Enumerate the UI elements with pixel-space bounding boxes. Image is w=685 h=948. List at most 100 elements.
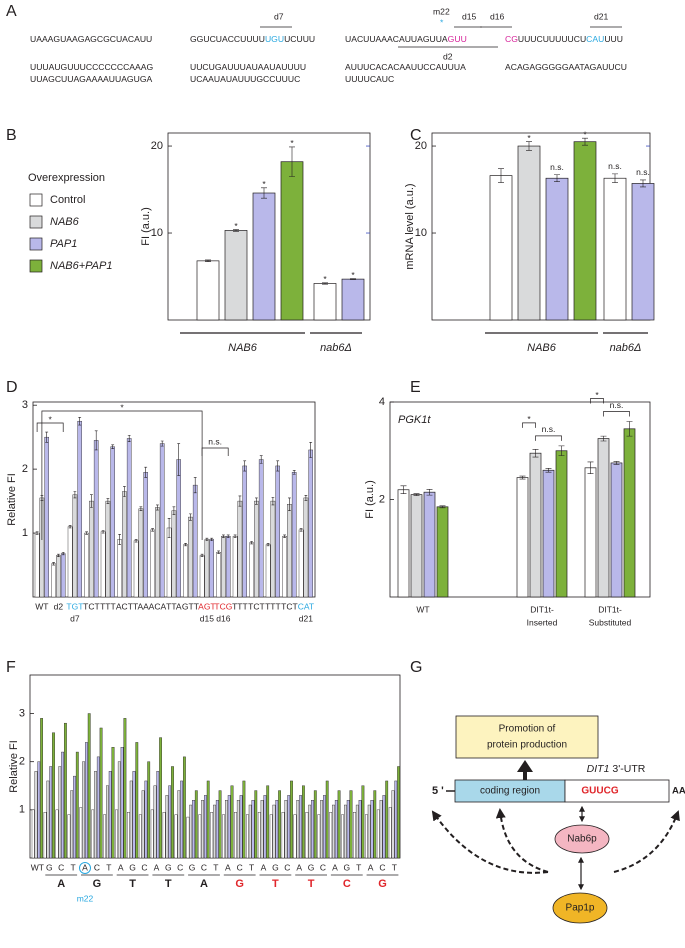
bar — [58, 766, 62, 859]
bar — [436, 506, 449, 598]
bar — [67, 526, 73, 598]
error-bar — [299, 528, 303, 532]
x-tick-label: C — [201, 862, 207, 872]
x-tick-label: ACT — [116, 601, 133, 611]
bar — [49, 766, 53, 859]
error-bar — [226, 534, 230, 538]
x-tick-label: G — [308, 862, 315, 872]
sequence-segment: UACUUAAACAUUAGUUA — [345, 34, 448, 44]
bar — [623, 428, 636, 598]
sequence-annotation: d2 — [443, 51, 453, 61]
y-tick-label: 2 — [379, 493, 385, 505]
panel-label: A — [6, 3, 17, 20]
sequence-annotation: d16 — [490, 11, 505, 21]
bar — [275, 800, 279, 859]
x-tick-label: G — [46, 862, 53, 872]
bar — [70, 790, 74, 859]
y-tick-label: 3 — [22, 399, 28, 411]
comparison-bracket — [41, 410, 203, 540]
error-bar — [292, 470, 296, 475]
sequence-block: UUCUGAUUUAUAAUAUUUU — [190, 62, 306, 72]
error-bar — [85, 531, 88, 535]
bar — [138, 814, 142, 859]
bar — [284, 800, 288, 859]
effect-arrow — [431, 810, 549, 874]
x-tick-label: TTA — [166, 601, 182, 611]
bar — [296, 800, 300, 859]
bar — [272, 804, 276, 859]
bar — [99, 727, 103, 859]
bar — [257, 812, 261, 859]
bar — [150, 809, 154, 859]
error-bar — [123, 486, 126, 497]
codon-label: G — [235, 878, 244, 890]
codon-label: G — [378, 878, 387, 890]
error-bar — [184, 542, 187, 547]
bar — [281, 812, 285, 859]
error-bar — [261, 187, 267, 199]
bar — [334, 800, 338, 859]
bar — [260, 800, 264, 859]
sequence-annotation: d21 — [594, 11, 609, 21]
sequence-segment: UUUUCAUC — [345, 74, 394, 84]
bar — [96, 756, 100, 859]
error-bar — [350, 278, 356, 280]
y-tick-label: 20 — [151, 140, 163, 152]
x-tick-label: T — [356, 862, 361, 872]
y-axis-label: FI (a.u.) — [140, 207, 152, 246]
panel-label: G — [410, 659, 422, 676]
bar — [573, 141, 597, 321]
x-tick-label: Inserted — [527, 617, 558, 627]
x-tick-label: G — [189, 862, 196, 872]
error-bar — [134, 539, 138, 543]
utr-gene: DIT1 — [587, 763, 610, 775]
sequence-segment: ACAGAGGGGGAATAGAUUCU — [505, 62, 627, 72]
x-tick-label: AGT — [198, 601, 215, 611]
x-tick-label: C — [237, 862, 243, 872]
bar — [201, 800, 204, 859]
bar — [72, 494, 78, 598]
bar — [111, 747, 115, 859]
x-tick-label: C — [141, 862, 147, 872]
bar — [204, 539, 210, 598]
bar — [120, 747, 124, 859]
bar — [115, 809, 118, 859]
comparison-label: n.s. — [542, 424, 556, 434]
bar — [365, 814, 368, 859]
bar — [344, 804, 347, 859]
sequence-annotation: * — [440, 17, 444, 27]
sequence-annotation: m22 — [433, 6, 450, 16]
error-bar — [532, 448, 539, 458]
error-bar — [626, 421, 633, 437]
x-tick-label: A — [332, 862, 338, 872]
bar — [325, 780, 329, 859]
sequence-segment: CG — [505, 34, 518, 44]
error-bar — [498, 168, 504, 183]
x-tick-label: G — [129, 862, 136, 872]
x-tick-label: T — [392, 862, 397, 872]
bar — [291, 472, 297, 598]
bar — [341, 278, 365, 321]
panel-label: D — [6, 379, 18, 396]
bar — [224, 230, 248, 321]
x-tick-label: d2 — [54, 601, 64, 611]
error-bar — [68, 525, 72, 529]
x-tick-label: T — [213, 862, 218, 872]
codon-label: A — [200, 878, 208, 890]
bar — [162, 812, 166, 859]
comparison-label: n.s. — [208, 436, 222, 446]
bar — [332, 804, 335, 859]
comparison-bracket — [603, 411, 630, 417]
error-bar — [200, 553, 204, 558]
error-bar — [189, 513, 192, 521]
promotion-arrowhead — [517, 760, 533, 772]
bar — [89, 500, 94, 598]
sequence-segment: CAU — [586, 34, 604, 44]
utr-title: DIT1 3'-UTR — [587, 763, 646, 775]
bar — [77, 420, 82, 598]
x-tick-label: A — [225, 862, 231, 872]
x-tick-label: G — [272, 862, 279, 872]
comparison-bracket — [590, 398, 604, 404]
bar — [242, 780, 246, 859]
